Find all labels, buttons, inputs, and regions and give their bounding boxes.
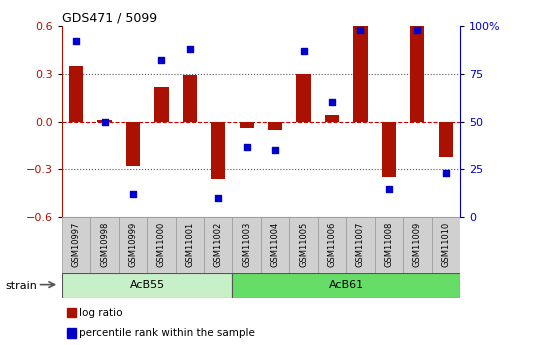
Bar (232, 217, 261, 274)
Text: GSM11004: GSM11004 (271, 222, 280, 267)
Bar (431, 217, 460, 274)
Bar (268, 122, 282, 130)
Bar (403, 217, 431, 274)
Text: GSM11009: GSM11009 (413, 222, 422, 267)
Text: GSM11001: GSM11001 (185, 222, 194, 267)
Bar (147, 217, 175, 274)
Text: GSM11007: GSM11007 (356, 222, 365, 267)
Text: GDS471 / 5099: GDS471 / 5099 (62, 12, 157, 25)
Text: GSM11003: GSM11003 (242, 222, 251, 267)
Bar (69, 66, 83, 122)
Bar (62, 217, 90, 274)
Bar (175, 217, 204, 274)
Bar (410, 26, 424, 122)
Point (214, 195, 223, 201)
Bar (204, 217, 232, 274)
Text: AcB55: AcB55 (130, 280, 165, 290)
Bar (154, 87, 168, 122)
Bar (232, 273, 460, 298)
Point (442, 170, 450, 176)
Bar (296, 74, 311, 122)
Bar (261, 217, 289, 274)
Text: GSM10997: GSM10997 (72, 222, 81, 267)
Text: GSM11000: GSM11000 (157, 222, 166, 267)
Point (328, 100, 336, 105)
Point (72, 38, 80, 44)
Bar (289, 217, 318, 274)
Bar (382, 122, 396, 177)
Text: GSM10998: GSM10998 (100, 222, 109, 267)
Bar (183, 75, 197, 122)
Point (385, 186, 393, 191)
Bar (97, 120, 111, 122)
Point (413, 27, 422, 32)
Point (271, 148, 279, 153)
Point (157, 58, 166, 63)
Point (299, 48, 308, 53)
Bar (90, 217, 119, 274)
Bar (318, 217, 346, 274)
Text: AcB61: AcB61 (329, 280, 364, 290)
Text: GSM11002: GSM11002 (214, 222, 223, 267)
Bar (346, 217, 374, 274)
Bar (239, 122, 254, 128)
Text: GSM10999: GSM10999 (129, 222, 138, 267)
Text: GSM11006: GSM11006 (328, 222, 337, 267)
Text: strain: strain (5, 281, 37, 290)
Bar (353, 26, 367, 122)
Point (356, 27, 365, 32)
Bar (374, 217, 403, 274)
Bar (211, 122, 225, 179)
Bar (62, 273, 232, 298)
Bar (119, 217, 147, 274)
Bar (438, 122, 453, 157)
Bar (126, 122, 140, 166)
Text: percentile rank within the sample: percentile rank within the sample (79, 328, 255, 338)
Text: GSM11010: GSM11010 (441, 222, 450, 267)
Text: GSM11005: GSM11005 (299, 222, 308, 267)
Bar (325, 115, 339, 122)
Point (186, 46, 194, 52)
Point (100, 119, 109, 125)
Point (129, 191, 137, 197)
Point (243, 144, 251, 149)
Text: GSM11008: GSM11008 (384, 222, 393, 267)
Text: log ratio: log ratio (79, 308, 123, 317)
